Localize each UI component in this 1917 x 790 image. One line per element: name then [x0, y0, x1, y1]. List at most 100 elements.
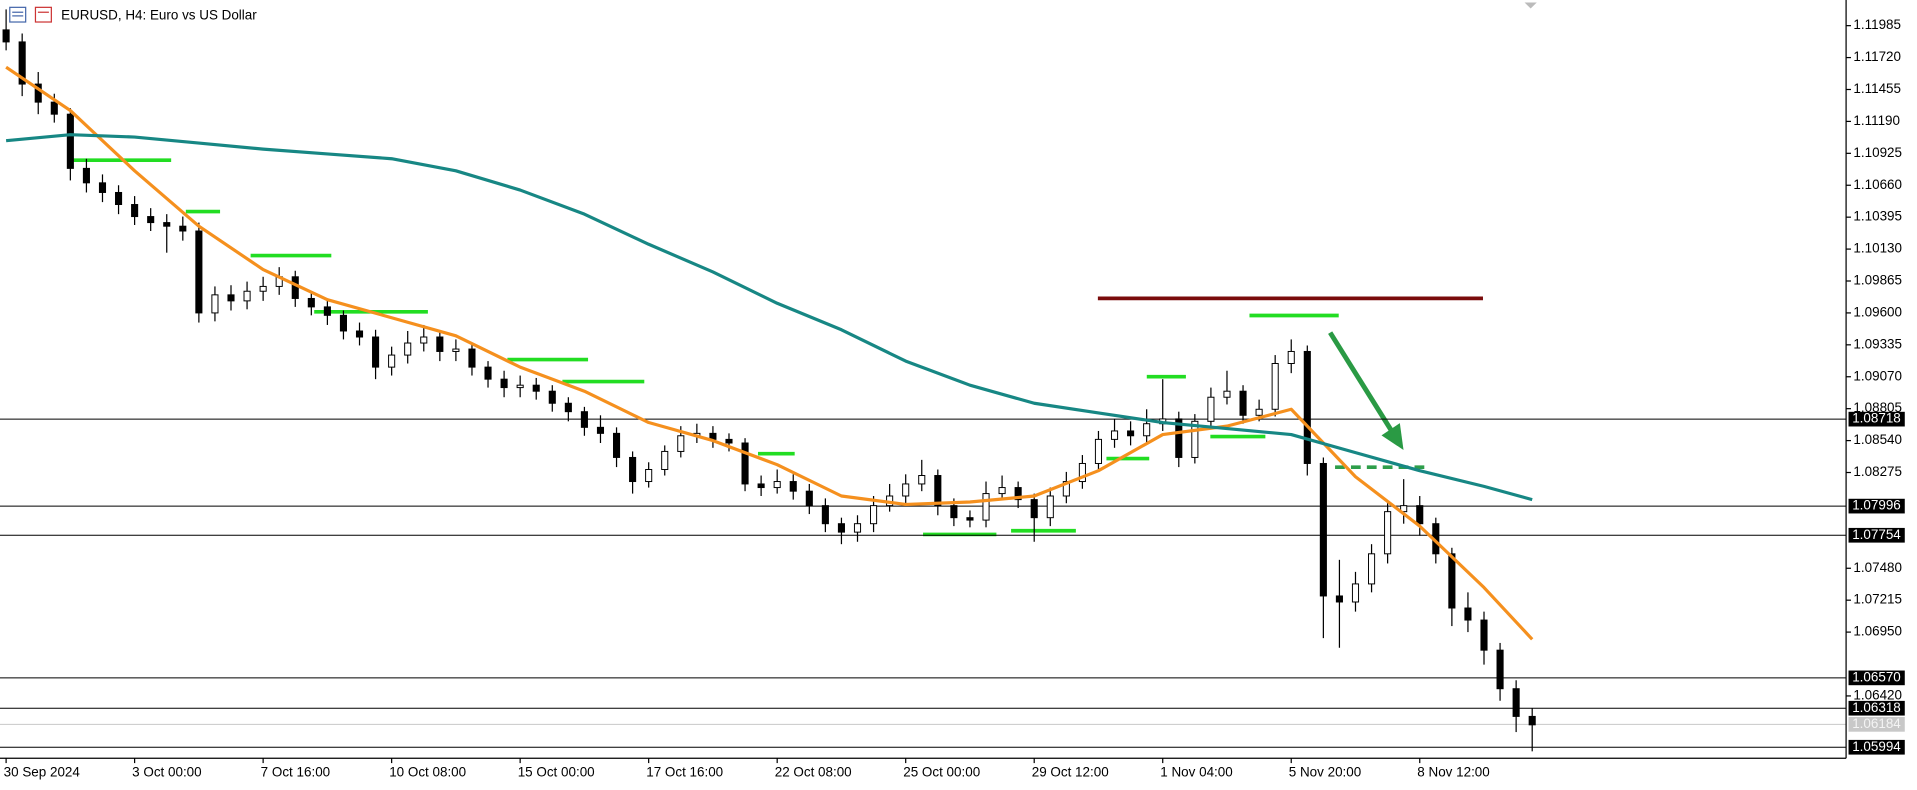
candle-body — [548, 390, 556, 404]
price-level-label: 1.08718 — [1852, 411, 1901, 426]
y-tick-label: 1.09335 — [1853, 336, 1902, 351]
candle-body — [998, 487, 1006, 495]
candle-body — [677, 435, 685, 452]
price-level-label: 1.06318 — [1852, 700, 1901, 715]
candle-body — [50, 101, 58, 115]
y-tick-label: 1.07215 — [1853, 592, 1902, 607]
candle-body — [870, 505, 878, 525]
candle-body — [1400, 505, 1408, 513]
y-tick-label: 1.08805 — [1853, 400, 1902, 415]
y-tick-label: 1.08275 — [1853, 464, 1902, 479]
y-tick-label: 1.09865 — [1853, 273, 1902, 288]
y-tick-label: 1.10130 — [1853, 241, 1902, 256]
x-tick-label: 3 Oct 00:00 — [132, 764, 201, 779]
candle-body — [211, 294, 219, 314]
candle-body — [805, 490, 813, 507]
x-tick-label: 10 Oct 08:00 — [389, 764, 466, 779]
candle-body — [629, 456, 637, 483]
candle-body — [484, 366, 492, 380]
candle-body — [757, 483, 765, 489]
price-level-box — [1848, 700, 1905, 716]
candle-body — [227, 294, 235, 302]
candle-body — [1287, 350, 1295, 364]
x-tick-label: 5 Nov 20:00 — [1289, 764, 1361, 779]
candle-body — [1271, 363, 1279, 410]
candle-body — [902, 483, 910, 497]
y-tick-label: 1.06420 — [1853, 687, 1902, 702]
candle-body — [1368, 553, 1376, 585]
candle-body — [612, 432, 621, 458]
candle-body — [934, 475, 942, 507]
candle-body — [1014, 487, 1022, 501]
candle-body — [580, 411, 588, 428]
candle-body — [1384, 511, 1392, 555]
candle-body — [115, 191, 123, 206]
candle-body — [1223, 390, 1231, 398]
candle-body — [1094, 438, 1103, 464]
icon — [9, 6, 27, 23]
price-level-box — [1848, 411, 1905, 427]
current-price-label: 1.06184 — [1852, 716, 1901, 731]
candle-body — [195, 230, 203, 314]
candle-body — [1078, 462, 1086, 483]
candle-body — [837, 523, 845, 533]
candle-body — [323, 306, 331, 316]
y-tick-label: 1.11720 — [1853, 49, 1901, 64]
candle-body — [1496, 649, 1504, 690]
x-tick-label: 15 Oct 00:00 — [518, 764, 595, 779]
chart-title: EURUSD, H4: Euro vs US Dollar — [61, 7, 257, 22]
x-tick-label: 22 Oct 08:00 — [775, 764, 852, 779]
candle-body — [291, 276, 299, 299]
candle-body — [259, 285, 267, 292]
candle-body — [179, 225, 187, 232]
candle-body — [243, 290, 251, 302]
candle-body — [339, 314, 347, 332]
candle-body — [147, 216, 155, 224]
candle-body — [355, 330, 364, 338]
candle-body — [725, 438, 733, 444]
candle-body — [1239, 390, 1247, 416]
candle-body — [1528, 715, 1536, 726]
price-level-box — [1848, 739, 1905, 755]
x-tick-label: 25 Oct 00:00 — [903, 764, 980, 779]
candle-body — [1512, 688, 1520, 717]
x-tick-label: 29 Oct 12:00 — [1032, 764, 1109, 779]
price-level-box — [1848, 670, 1905, 686]
candle-body — [741, 442, 749, 485]
icon — [34, 6, 52, 23]
y-tick-label: 1.11455 — [1853, 81, 1901, 96]
header-icon — [9, 6, 52, 23]
candle-body — [1335, 595, 1343, 603]
y-tick-label: 1.11190 — [1853, 113, 1900, 128]
candle-body — [821, 505, 829, 525]
y-tick-label: 1.10395 — [1853, 209, 1902, 224]
candle-body — [1319, 462, 1327, 597]
y-tick-label: 1.09070 — [1853, 368, 1902, 383]
arrow-head — [1381, 423, 1404, 451]
x-tick-label: 30 Sep 2024 — [4, 764, 81, 779]
drawings — [73, 158, 1483, 537]
candle-body — [1303, 350, 1311, 464]
candle-body — [1143, 423, 1151, 437]
candle-body — [966, 517, 974, 521]
candle-body — [2, 29, 10, 43]
y-tick-label: 1.11985 — [1853, 17, 1901, 32]
price-level-box — [1848, 498, 1905, 514]
x-tick-label: 8 Nov 12:00 — [1417, 764, 1489, 779]
price-level-label: 1.07996 — [1852, 498, 1901, 513]
candle-body — [1207, 396, 1215, 422]
candle-body — [131, 204, 139, 218]
y-tick-label: 1.10925 — [1853, 145, 1902, 160]
candle-body — [564, 402, 572, 413]
candle-body — [66, 113, 74, 169]
candle-body — [532, 384, 540, 392]
candle-body — [1127, 430, 1135, 437]
candle-body — [468, 348, 476, 368]
candle-body — [773, 481, 781, 489]
candle-body — [1448, 553, 1456, 609]
y-tick-label: 1.07480 — [1853, 560, 1902, 575]
y-tick-label: 1.10660 — [1853, 177, 1902, 192]
